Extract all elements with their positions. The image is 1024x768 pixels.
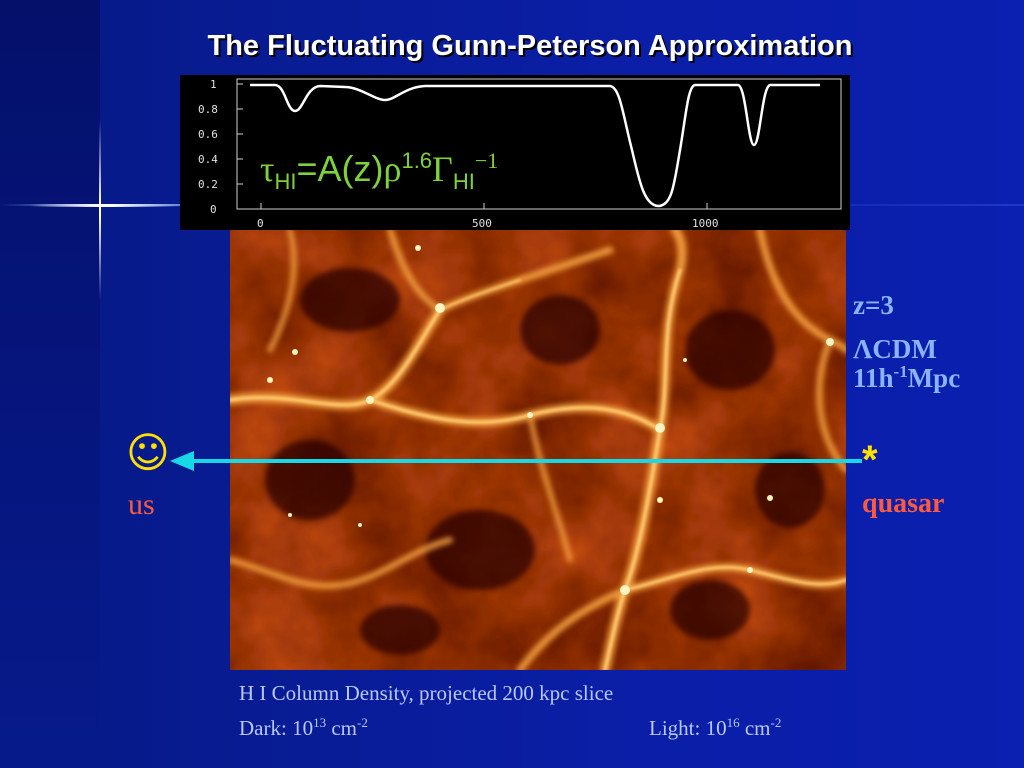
cdm-text: CDM xyxy=(872,334,937,364)
box-size-exponent: -1 xyxy=(893,362,908,381)
line-of-sight-arrow xyxy=(170,451,862,471)
hi-density-simulation-image xyxy=(230,230,846,670)
formula-gamma-subscript: HI xyxy=(452,169,475,195)
formula-tau: τ xyxy=(260,149,275,189)
y-tick-label: 0.6 xyxy=(198,128,218,141)
y-tick-label: 0.2 xyxy=(198,178,218,191)
box-size-label: 11h-1Mpc xyxy=(853,362,960,394)
formula-rho-exponent: 1.6 xyxy=(401,148,433,173)
x-tick-label: 0 xyxy=(257,217,264,230)
y-tick-label: 0.8 xyxy=(198,103,218,116)
box-size-unit: Mpc xyxy=(907,363,961,393)
formula-equals-a-z: =A(z) xyxy=(296,148,384,189)
formula-gamma-exponent: −1 xyxy=(474,148,499,173)
box-size-base: 11h xyxy=(853,363,894,393)
caption-light-value: Light: 1016 cm-2 xyxy=(649,715,782,740)
formula-tau-subscript: HI xyxy=(274,169,297,195)
x-tick-label: 1000 xyxy=(692,217,719,230)
x-tick-label: 500 xyxy=(472,217,492,230)
sparkle-horizontal xyxy=(30,204,180,207)
redshift-label: z=3 xyxy=(853,290,894,320)
formula-rho: ρ xyxy=(383,149,402,189)
y-tick-label: 0 xyxy=(210,203,217,216)
formula-gamma: Γ xyxy=(432,149,453,189)
slide-title: The Fluctuating Gunn-Peterson Approximat… xyxy=(207,30,853,62)
gunn-peterson-formula: τHI=A(z)ρ1.6ΓHI−1 xyxy=(260,148,498,195)
smiley-icon: ☺ xyxy=(126,428,170,477)
y-tick-label: 1 xyxy=(210,78,217,91)
sparkle-vertical xyxy=(99,120,101,300)
quasar-label: quasar xyxy=(862,488,945,519)
caption-line-1: H I Column Density, projected 200 kpc sl… xyxy=(239,681,614,705)
observer-label: us xyxy=(128,488,155,521)
left-dark-strip xyxy=(0,0,100,768)
caption-dark-value: Dark: 1013 cm-2 xyxy=(239,715,368,740)
y-tick-label: 0.4 xyxy=(198,153,218,166)
quasar-star-icon: * xyxy=(862,438,878,482)
transmission-curve xyxy=(250,83,820,208)
cosmology-label: ΛCDM xyxy=(853,334,937,365)
transmission-spectrum-plot: 1 0.8 0.6 0.4 0.2 0 0 500 1000 xyxy=(180,75,850,230)
lambda-symbol: Λ xyxy=(853,334,873,364)
